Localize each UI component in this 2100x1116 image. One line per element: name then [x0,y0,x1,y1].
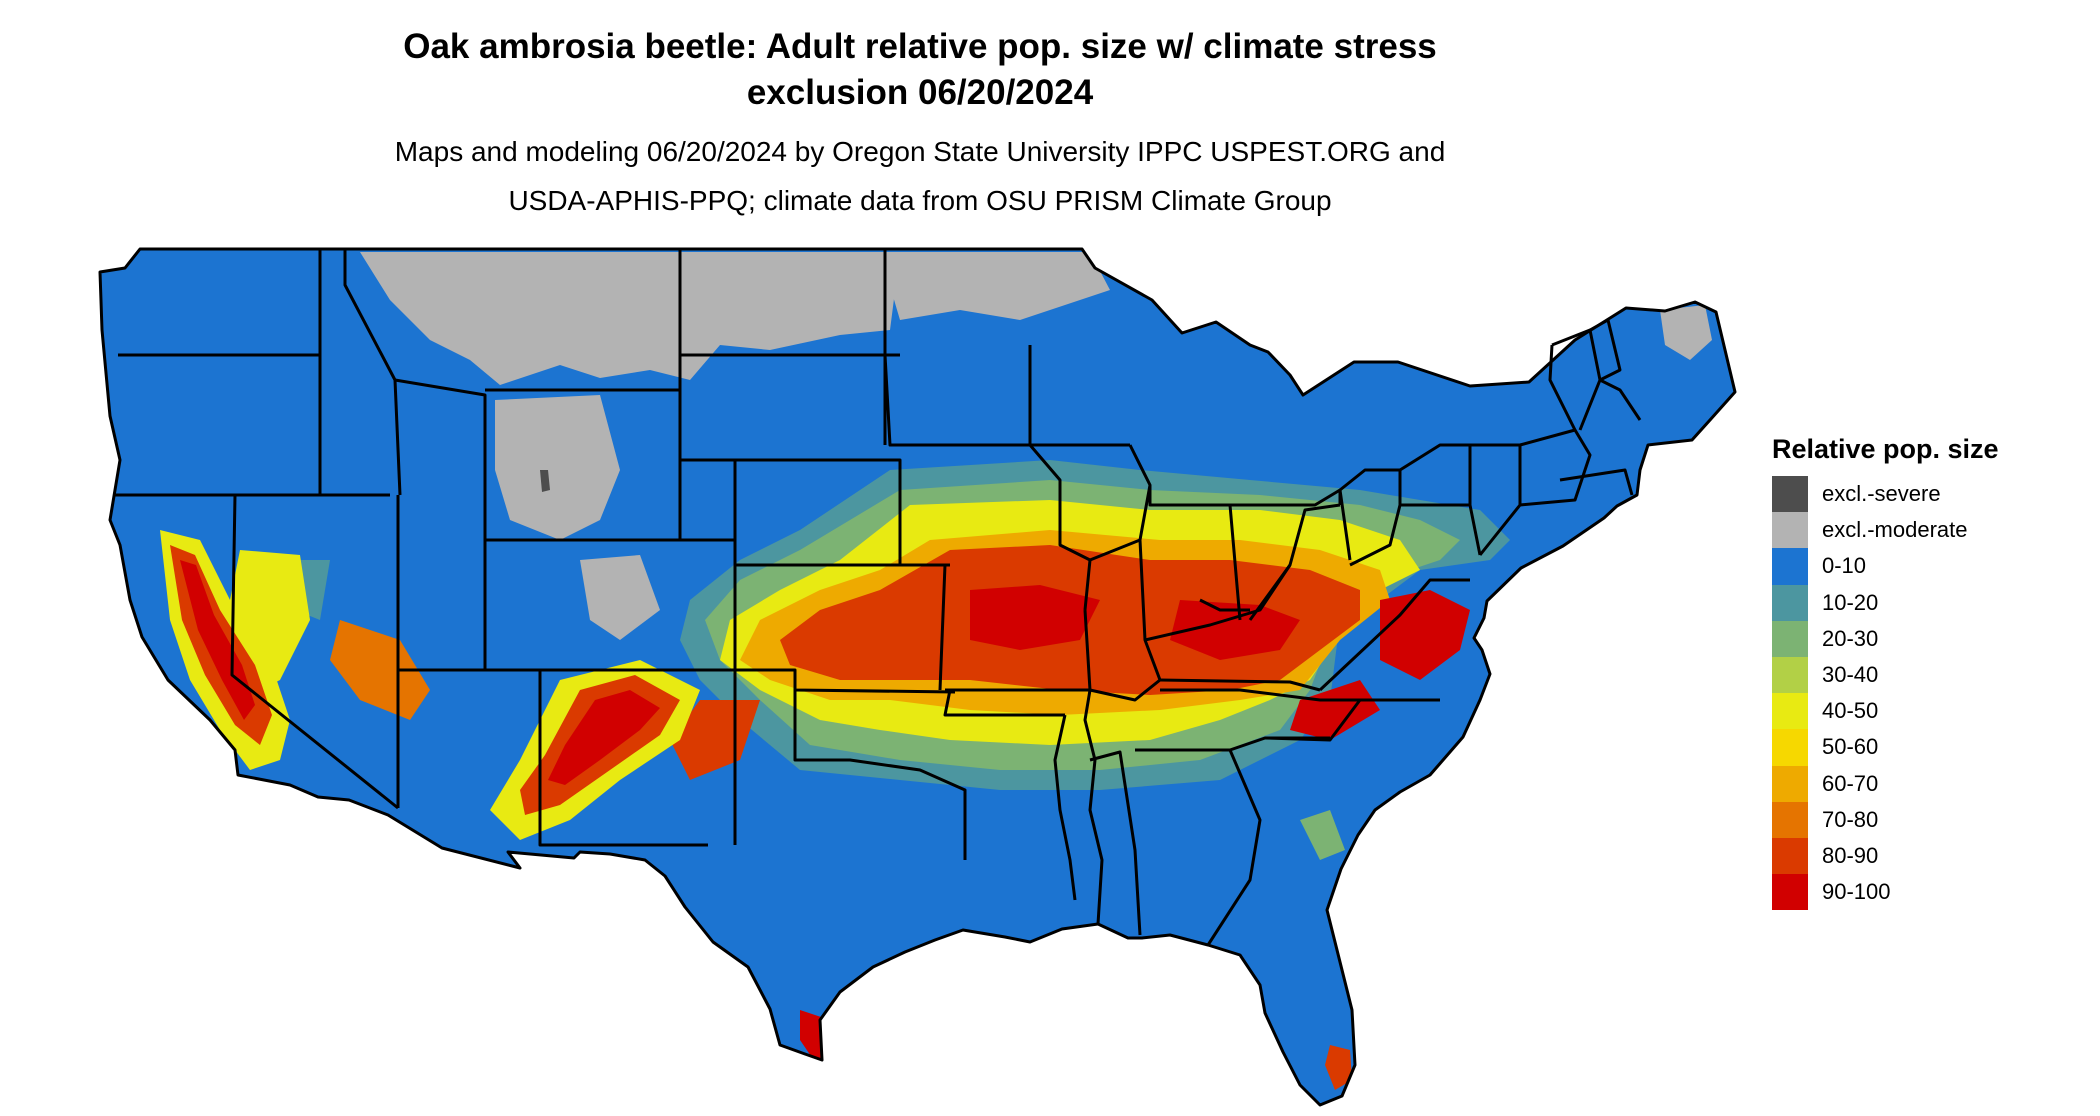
map-subtitle-line-1: Maps and modeling 06/20/2024 by Oregon S… [394,136,1446,167]
legend-label: 10-20 [1822,589,1879,615]
legend-swatch [1772,476,1808,513]
legend-swatch [1772,729,1808,766]
zone-excl-moderate [360,252,1712,640]
map-title-line-1: Oak ambrosia beetle: Adult relative pop.… [403,27,1437,66]
legend-swatch [1772,548,1808,585]
zone-excl-severe [540,470,550,492]
legend-item: 70-80 [1772,801,1999,838]
legend-label: 80-90 [1822,842,1879,868]
legend-item: 30-40 [1772,656,1999,694]
legend-label: 30-40 [1822,662,1879,688]
legend-swatch [1772,693,1808,730]
state-boundaries [98,247,1737,1107]
legend-item: 50-60 [1772,729,1999,766]
legend-label: 50-60 [1822,734,1879,760]
risk-zones [160,252,1712,1090]
map-subtitle: Maps and modeling 06/20/2024 by Oregon S… [220,127,1620,225]
legend-swatch [1772,656,1808,694]
legend-label: 60-70 [1822,770,1879,796]
legend-label: 20-30 [1822,625,1879,651]
legend-swatch [1772,801,1808,838]
legend-label: excl.-moderate [1822,517,1968,543]
legend-swatch [1772,837,1808,875]
legend-item: excl.-severe [1772,476,1999,513]
legend-item: 80-90 [1772,837,1999,875]
map-title: Oak ambrosia beetle: Adult relative pop.… [220,24,1620,116]
legend-label: excl.-severe [1822,481,1941,507]
legend-swatch [1772,512,1808,549]
legend-items: excl.-severe excl.-moderate 0-10 10-20 20-30… [1772,476,1999,911]
map-title-line-2: exclusion 06/20/2024 [746,73,1094,112]
legend-label: 0-10 [1822,553,1867,579]
legend-label: 90-100 [1822,879,1891,905]
legend-label: 40-50 [1822,698,1879,724]
legend-swatch [1772,765,1808,802]
legend-item: 90-100 [1772,874,1999,911]
legend-swatch [1772,874,1808,911]
legend-item: 10-20 [1772,584,1999,621]
legend: Relative pop. size excl.-severe excl.-mod… [1772,432,1999,911]
legend-swatch [1772,584,1808,621]
legend-item: excl.-moderate [1772,512,1999,549]
legend-label: 70-80 [1822,806,1879,832]
legend-item: 0-10 [1772,548,1999,585]
legend-item: 20-30 [1772,620,1999,657]
legend-title: Relative pop. size [1772,434,1999,464]
legend-item: 40-50 [1772,693,1999,730]
legend-swatch [1772,620,1808,657]
legend-item: 60-70 [1772,765,1999,802]
map-subtitle-line-2: USDA-APHIS-PPQ; climate data from OSU PR… [508,185,1332,216]
